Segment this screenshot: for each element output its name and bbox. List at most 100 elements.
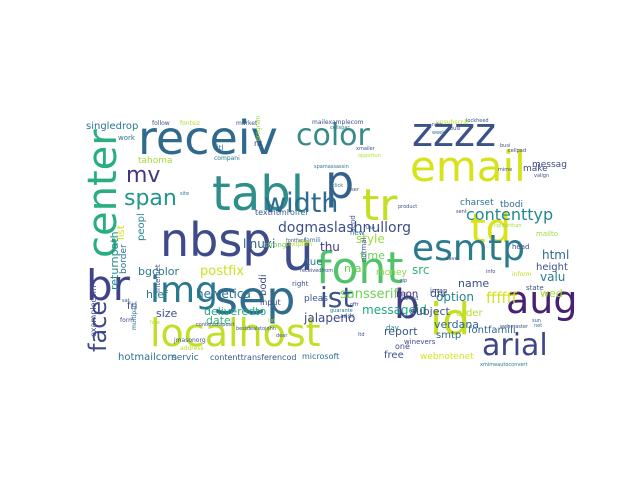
cloud-word: product [398, 204, 417, 210]
cloud-word: ist [320, 281, 353, 314]
cloud-word: tbodi [500, 200, 523, 210]
cloud-word: webmaster [500, 324, 529, 330]
cloud-word: textplain [286, 241, 313, 248]
cloud-word: follow [152, 120, 170, 127]
cloud-word: inform [512, 271, 532, 278]
cloud-word: contenttyp [466, 205, 553, 224]
cloud-word: famili [304, 237, 321, 244]
cloud-word: sep [214, 271, 295, 325]
cloud-word: microsoft [302, 352, 339, 361]
cloud-word: jalapeno [303, 311, 355, 325]
cloud-word: offr [350, 302, 360, 308]
cloud-word: tr [362, 180, 398, 231]
cloud-word: dogmaslashnullorg [278, 220, 411, 236]
cloud-word: multipart [131, 302, 138, 330]
cloud-word: fore [150, 320, 160, 326]
cloud-word: zip [400, 278, 407, 284]
cloud-word: list [268, 318, 275, 324]
cloud-word: tdmad [402, 296, 418, 302]
cloud-word: strong [264, 241, 286, 249]
cloud-word: mailexamplecom [312, 119, 364, 126]
cloud-word: height [536, 262, 568, 273]
cloud-word: free [384, 350, 404, 361]
cloud-word: u [282, 224, 314, 282]
cloud-word: receivedfrom [300, 268, 333, 274]
cloud-word: guarante [330, 308, 353, 314]
cloud-word: money [376, 268, 408, 278]
cloud-word: singledrop [86, 121, 138, 132]
cloud-word: xmimeautoconvert [480, 362, 527, 368]
cloud-word: bodi [258, 274, 269, 296]
cloud-word: xmailer [356, 146, 376, 152]
cloud-word: make [523, 164, 548, 174]
cloud-word: smtp [436, 330, 461, 341]
cloud-word: tahoma [138, 156, 173, 166]
cloud-word: b [394, 282, 419, 328]
cloud-word: examplecom [89, 285, 98, 337]
cloud-word: opportun [358, 153, 381, 159]
cloud-word: mv [126, 163, 160, 188]
cloud-word: cellspac [330, 125, 350, 131]
cloud-word: email [410, 142, 526, 191]
cloud-word: report [384, 325, 418, 338]
cloud-word: address [180, 345, 204, 352]
cloud-word: state [526, 284, 544, 292]
cloud-word: servic [172, 353, 199, 363]
cloud-word: center [80, 129, 126, 258]
cloud-word: busi [450, 126, 460, 132]
cloud-word: one [395, 342, 410, 351]
cloud-word: contentdisposit [196, 322, 235, 328]
cloud-word: postfix [200, 264, 244, 279]
cloud-word: ffffff [486, 289, 518, 307]
cloud-word: id [430, 294, 470, 345]
cloud-word: program [255, 115, 262, 141]
cloud-word: wed [540, 287, 563, 300]
cloud-word: verdana [434, 318, 479, 331]
cloud-word: receiv [138, 111, 278, 165]
cloud-word: mime [498, 167, 512, 173]
cloud-word: valign [534, 173, 549, 179]
cloud-word: texthtml [255, 208, 289, 217]
cloud-word: user [348, 187, 360, 193]
cloud-word: aug [506, 278, 578, 322]
cloud-word: fontface [286, 238, 307, 244]
cloud-word: fontsiz [180, 120, 200, 127]
cloud-word: contenttransferencod [210, 353, 296, 362]
cloud-word: mon [396, 289, 418, 300]
cloud-word: rate [432, 122, 442, 128]
cloud-word: img [150, 270, 218, 311]
cloud-word: p [325, 155, 354, 209]
cloud-word: face [84, 301, 112, 352]
cloud-word: bgcolor [138, 265, 180, 278]
cloud-word: color [296, 118, 371, 153]
cloud-word: normal [360, 237, 368, 262]
cloud-word: new [350, 229, 365, 237]
cloud-word: peopl [136, 213, 147, 241]
cloud-word: right [292, 280, 309, 288]
cloud-word: offer [290, 208, 309, 217]
cloud-word: option [436, 290, 474, 304]
cloud-word: work [118, 134, 136, 142]
cloud-word: head [512, 243, 529, 251]
cloud-word: thu [320, 240, 340, 254]
cloud-word: messag [532, 160, 567, 170]
cloud-word: div [430, 287, 447, 300]
cloud-word: bestdealstojohn [236, 326, 276, 332]
cloud-word: jmasonorg [173, 337, 206, 344]
cloud-word: call [398, 292, 407, 298]
cloud-word: form [120, 317, 134, 324]
cloud-word: spamassassin [314, 164, 349, 170]
cloud-word: compani [214, 155, 240, 162]
cloud-word: src [412, 263, 430, 277]
cloud-word: day [386, 324, 399, 332]
cloud-word: sun [532, 318, 541, 324]
cloud-word: pleas [304, 294, 328, 304]
cloud-word: localhost [150, 311, 321, 355]
cloud-word: helvetica [196, 287, 251, 301]
cloud-word: nt [254, 139, 262, 148]
cloud-word: arial [482, 328, 548, 363]
cloud-word: tue [306, 257, 322, 268]
cloud-word: date [206, 314, 231, 327]
cloud-word: mailto [536, 230, 558, 238]
cloud-word: ltd [358, 332, 365, 338]
